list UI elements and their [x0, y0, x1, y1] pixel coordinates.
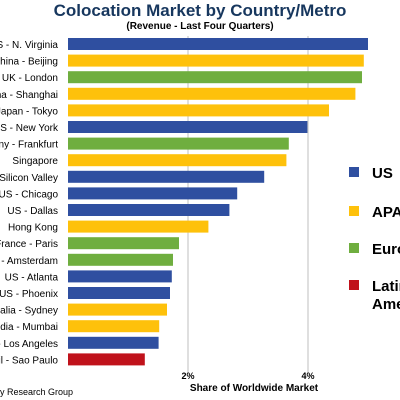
bar: [68, 287, 170, 299]
bar: [68, 270, 172, 283]
bar: [68, 71, 362, 84]
legend-swatch: [349, 167, 359, 177]
bar: [68, 104, 329, 117]
legend: US APAC Europe LatinAmerica: [349, 165, 400, 313]
bar: [68, 353, 145, 366]
category-label: Hong Kong: [8, 223, 58, 234]
bar: [68, 204, 230, 216]
category-label: Netherlands - Amsterdam: [0, 256, 58, 267]
bar: [68, 87, 356, 100]
category-label: UK - London: [2, 73, 58, 84]
category-label: US - N. Virginia: [0, 40, 58, 51]
bar: [68, 253, 173, 266]
bar: [68, 137, 289, 150]
category-label: Brazil - Sao Paulo: [0, 355, 58, 366]
bar: [68, 187, 238, 200]
category-label: Japan - Tokyo: [0, 106, 58, 117]
category-label: US - Dallas: [7, 206, 58, 217]
legend-swatch: [349, 280, 359, 290]
bar: [68, 54, 364, 67]
x-axis: Share of Worldwide Market 2% 4%: [181, 371, 318, 394]
x-tick-label: 2%: [181, 371, 194, 381]
bar: [68, 154, 287, 167]
legend-label: Europe: [372, 241, 400, 258]
x-tick-label: 4%: [301, 371, 314, 381]
legend-swatch: [349, 243, 359, 253]
legend-label: US: [372, 165, 393, 182]
category-label: US - Silicon Valley: [0, 173, 58, 184]
category-labels: US - N. Virginia China - Beijing UK - Lond…: [0, 40, 59, 366]
category-label: US - New York: [0, 123, 59, 134]
category-label: China - Beijing: [0, 57, 58, 68]
category-label: Germany - Frankfurt: [0, 140, 58, 151]
bar: [68, 320, 160, 333]
category-label: Australia - Sydney: [0, 306, 58, 317]
x-axis-title: Share of Worldwide Market: [190, 383, 319, 394]
chart-subtitle: (Revenue - Last Four Quarters): [126, 21, 274, 32]
category-label: US - Atlanta: [5, 272, 59, 283]
category-label: US - Phoenix: [0, 289, 58, 300]
category-label: US - Los Angeles: [0, 339, 58, 350]
bar: [68, 336, 159, 349]
legend-label: APAC: [372, 204, 400, 221]
category-label: India - Mumbai: [0, 322, 58, 333]
chart-title: Colocation Market by Country/Metro: [53, 1, 347, 20]
bar: [68, 121, 308, 133]
category-label: France - Paris: [0, 239, 58, 250]
bar: [68, 303, 167, 316]
bar: [68, 38, 368, 50]
legend-swatch: [349, 206, 359, 216]
bar: [68, 170, 265, 183]
category-label: Singapore: [12, 156, 58, 167]
category-label: China - Shanghai: [0, 90, 58, 101]
bars: [68, 38, 368, 366]
bar: [68, 220, 209, 233]
bar: [68, 237, 179, 250]
legend-label: LatinAmerica: [372, 278, 400, 313]
category-label: US - Chicago: [0, 189, 58, 200]
source-note: y Research Group: [0, 387, 73, 397]
